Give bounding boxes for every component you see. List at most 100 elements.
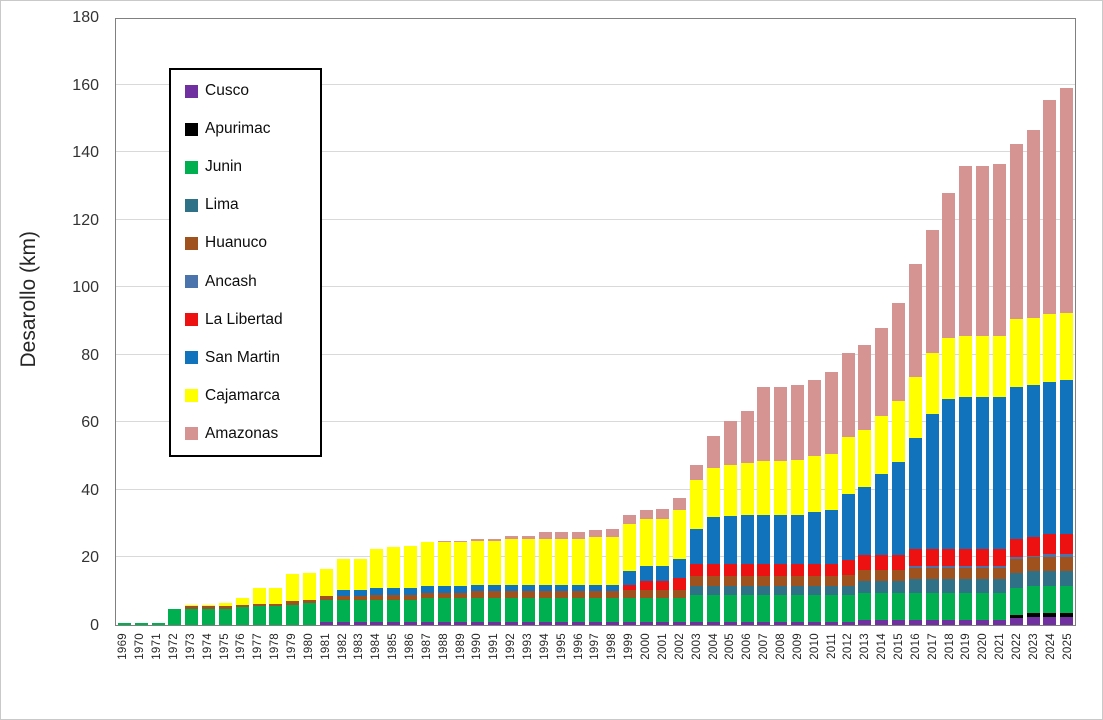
bar-segment-apurimac: [1026, 613, 1040, 617]
bar-segment-junin: [185, 608, 199, 625]
bar-segment-cusco: [471, 621, 485, 625]
bar-segment-la-libertad: [1043, 533, 1057, 555]
bar-segment-cajamarca: [807, 456, 821, 512]
bar-2007: [757, 386, 771, 625]
bar-segment-huanuco: [1043, 557, 1057, 571]
x-tick-cell-2016: 2016: [907, 633, 924, 679]
bar-segment-junin: [774, 594, 788, 622]
bar-segment-cusco: [403, 621, 417, 625]
bar-segment-junin: [1043, 586, 1057, 614]
bar-column-1984: [368, 19, 385, 625]
bar-segment-la-libertad: [925, 549, 939, 566]
bar-segment-ancash: [908, 565, 922, 568]
legend-label: San Martin: [205, 348, 280, 366]
bar-segment-huanuco: [353, 596, 367, 600]
legend-swatch-huanuco: [185, 236, 198, 250]
bar-segment-amazonas: [791, 385, 805, 460]
bar-segment-junin: [454, 598, 468, 622]
x-tick-cell-2023: 2023: [1025, 633, 1042, 679]
bar-column-2018: [941, 19, 958, 625]
legend-item-junin: Junin: [185, 158, 320, 176]
bar-2001: [656, 508, 670, 625]
bar-segment-cusco: [858, 619, 872, 625]
legend-swatch-amazonas: [185, 427, 198, 441]
bar-segment-san-martin: [403, 587, 417, 595]
bar-segment-huanuco: [942, 567, 956, 580]
bar-column-1979: [284, 19, 301, 625]
x-tick-cell-1990: 1990: [469, 633, 486, 679]
bar-segment-apurimac: [1060, 613, 1074, 617]
x-tick-cell-2018: 2018: [941, 633, 958, 679]
bar-segment-san-martin: [791, 515, 805, 565]
bar-segment-cajamarca: [976, 336, 990, 398]
bar-segment-san-martin: [723, 515, 737, 565]
bar-segment-huanuco: [706, 576, 720, 587]
bar-1982: [336, 559, 350, 625]
bar-column-1991: [486, 19, 503, 625]
bar-1977: [252, 587, 266, 625]
bar-segment-junin: [117, 623, 131, 625]
bar-segment-huanuco: [235, 604, 249, 608]
bar-column-1970: [133, 19, 150, 625]
bar-2019: [959, 165, 973, 625]
legend-label: Ancash: [205, 272, 257, 290]
legend-label: Cusco: [205, 82, 249, 100]
bar-segment-amazonas: [690, 464, 704, 480]
bar-column-1986: [402, 19, 419, 625]
bar-column-2024: [1042, 19, 1059, 625]
x-tick-cell-1986: 1986: [402, 633, 419, 679]
bar-segment-junin: [521, 598, 535, 622]
x-tick-cell-1989: 1989: [452, 633, 469, 679]
bar-segment-amazonas: [454, 540, 468, 543]
bar-segment-cusco: [774, 621, 788, 625]
bar-segment-cajamarca: [269, 587, 283, 605]
bar-2003: [690, 464, 704, 625]
bar-segment-la-libertad: [992, 549, 1006, 566]
legend-label: Huanuco: [205, 234, 268, 252]
bar-column-2008: [772, 19, 789, 625]
bar-segment-cusco: [319, 621, 333, 625]
x-tick-label-1999: 1999: [623, 633, 636, 660]
bar-segment-junin: [387, 599, 401, 622]
bar-1998: [605, 528, 619, 625]
bar-segment-cajamarca: [656, 518, 670, 566]
bar-segment-cusco: [538, 621, 552, 625]
bar-segment-huanuco: [639, 589, 653, 598]
y-tick-label-120: 120: [72, 211, 99, 229]
x-tick-cell-2010: 2010: [806, 633, 823, 679]
bar-segment-cajamarca: [538, 538, 552, 585]
bar-segment-lima: [791, 586, 805, 595]
bar-segment-huanuco: [319, 596, 333, 600]
bar-segment-huanuco: [824, 576, 838, 587]
bar-segment-cusco: [892, 619, 905, 625]
x-tick-label-1990: 1990: [471, 633, 484, 660]
bar-segment-amazonas: [774, 386, 788, 462]
bar-segment-san-martin: [1026, 385, 1040, 538]
x-tick-cell-1978: 1978: [267, 633, 284, 679]
x-tick-label-1983: 1983: [353, 633, 366, 660]
x-tick-label-2010: 2010: [808, 633, 821, 660]
bar-segment-san-martin: [925, 413, 939, 550]
bar-column-1985: [385, 19, 402, 625]
bar-segment-san-martin: [572, 584, 586, 592]
bar-segment-junin: [740, 594, 754, 622]
bar-segment-junin: [858, 592, 872, 620]
bar-segment-junin: [942, 592, 956, 620]
bar-segment-lima: [706, 586, 720, 595]
bar-column-2012: [840, 19, 857, 625]
bar-segment-san-martin: [706, 516, 720, 565]
bar-segment-cusco: [791, 621, 805, 625]
bar-segment-san-martin: [454, 586, 468, 593]
x-tick-label-1991: 1991: [488, 633, 501, 660]
bar-segment-huanuco: [336, 596, 350, 600]
bar-segment-junin: [134, 623, 148, 625]
bar-segment-amazonas: [824, 371, 838, 455]
bar-segment-amazonas: [521, 535, 535, 539]
x-tick-label-1985: 1985: [387, 633, 400, 660]
bar-segment-amazonas: [925, 229, 939, 354]
bar-2012: [841, 353, 855, 625]
bar-segment-junin: [202, 608, 216, 625]
x-tick-label-1988: 1988: [437, 633, 450, 660]
bar-segment-huanuco: [791, 576, 805, 587]
bars-container: [116, 19, 1075, 625]
